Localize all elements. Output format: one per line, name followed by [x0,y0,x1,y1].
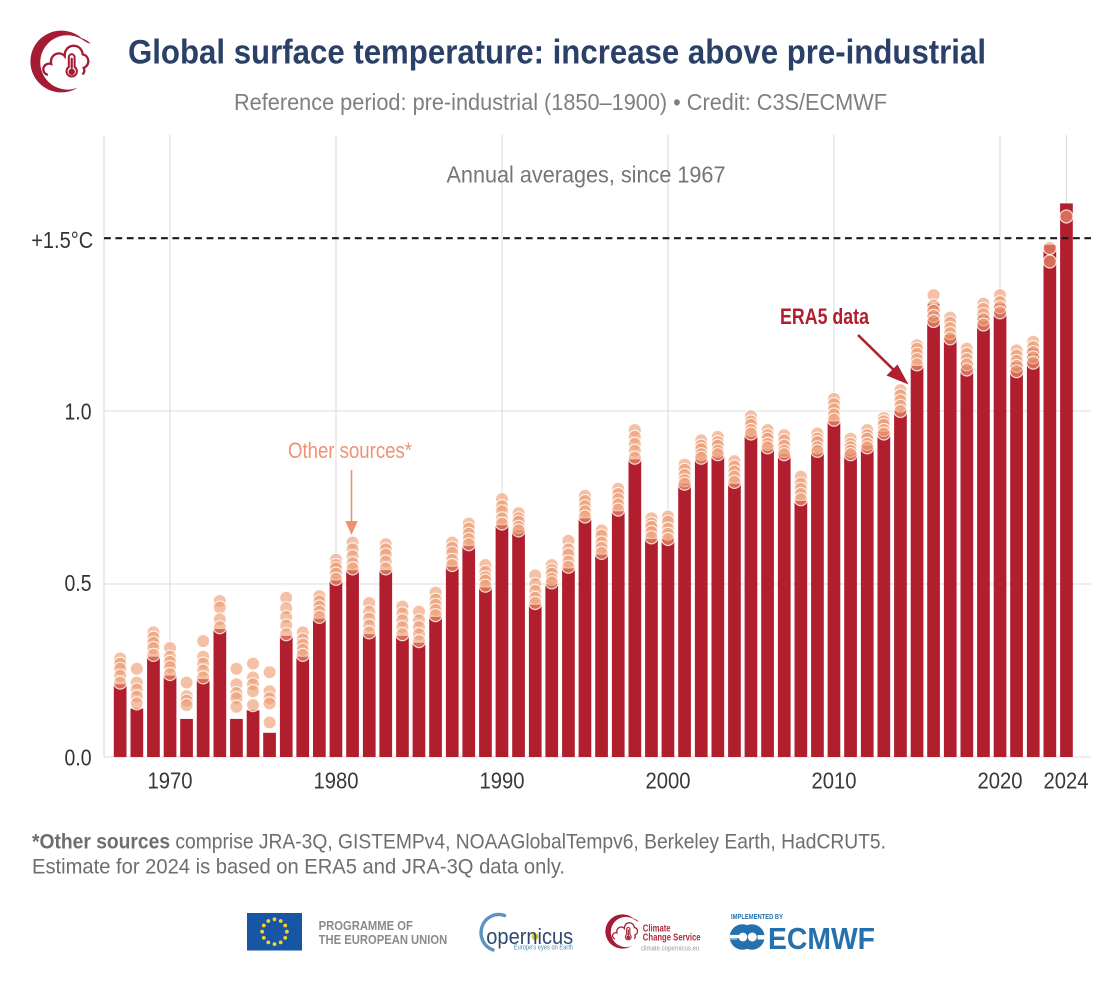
svg-text:Estimate for 2024 is based on: Estimate for 2024 is based on ERA5 and J… [32,856,565,879]
svg-text:0.0: 0.0 [65,744,92,770]
svg-text:2020: 2020 [978,768,1023,794]
svg-text:ECMWF: ECMWF [768,921,875,956]
svg-text:0.5: 0.5 [65,570,92,596]
svg-text:1980: 1980 [314,768,359,794]
svg-text:*Other sources comprise JRA-3Q: *Other sources comprise JRA-3Q, GISTEMPv… [32,831,886,854]
svg-text:Change Service: Change Service [643,932,701,944]
svg-text:1.0: 1.0 [65,398,92,424]
svg-text:Climate: Climate [643,923,671,935]
svg-text:climate.copernicus.eu: climate.copernicus.eu [641,944,700,953]
svg-text:Other sources*: Other sources* [288,438,412,463]
svg-text:1990: 1990 [480,768,525,794]
svg-text:THE EUROPEAN UNION: THE EUROPEAN UNION [319,932,448,947]
svg-text:Reference period: pre-industri: Reference period: pre-industrial (1850–1… [234,89,887,115]
svg-text:IMPLEMENTED BY: IMPLEMENTED BY [731,914,783,921]
svg-text:1970: 1970 [148,768,193,794]
svg-text:PROGRAMME OF: PROGRAMME OF [319,918,413,933]
svg-text:2010: 2010 [812,768,857,794]
svg-text:+1.5°C: +1.5°C [31,227,93,253]
svg-text:Europe's eyes on Earth: Europe's eyes on Earth [514,943,573,952]
svg-text:opernicus: opernicus [486,924,573,949]
svg-text:Annual averages, since 1967: Annual averages, since 1967 [447,162,726,188]
svg-text:2024: 2024 [1044,768,1089,794]
svg-text:Global surface temperature: in: Global surface temperature: increase abo… [128,34,986,72]
svg-text:ERA5 data: ERA5 data [780,304,870,329]
svg-text:2000: 2000 [646,768,691,794]
